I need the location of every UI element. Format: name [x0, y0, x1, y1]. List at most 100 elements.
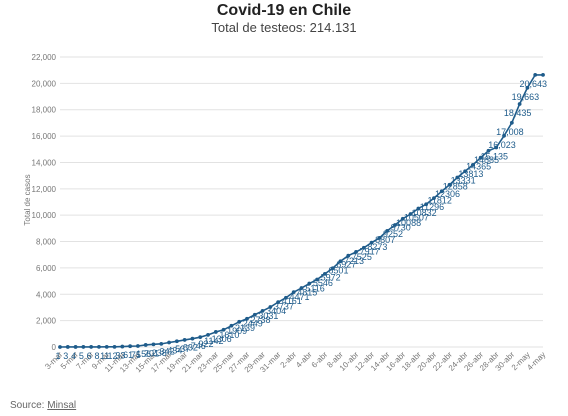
data-label: 6501	[328, 265, 348, 275]
data-point	[299, 286, 304, 290]
source-link[interactable]: Minsal	[47, 400, 77, 411]
line-chart: 02,0004,0006,0008,00010,00012,00014,0001…	[23, 53, 547, 374]
data-point	[486, 148, 491, 153]
series-line	[59, 74, 543, 348]
data-point	[525, 85, 530, 90]
data-point	[494, 145, 499, 150]
data-point	[439, 189, 444, 194]
data-label: 537	[175, 344, 190, 354]
data-point	[182, 338, 187, 342]
y-tick-label: 6,000	[36, 264, 57, 273]
x-tick-label: 6-abr	[310, 350, 330, 370]
data-point	[97, 344, 101, 349]
data-point	[221, 327, 226, 332]
data-label: 1306	[212, 334, 232, 344]
data-point	[385, 229, 390, 233]
data-label: 2449	[243, 319, 263, 329]
data-point	[338, 259, 343, 264]
data-point	[478, 155, 483, 160]
data-label: 8807	[375, 235, 395, 245]
data-point	[455, 175, 460, 180]
data-point	[167, 340, 171, 345]
data-label: 2139	[235, 323, 255, 333]
data-point	[393, 223, 397, 227]
data-point	[252, 312, 257, 317]
data-label: 156	[136, 349, 151, 359]
data-point	[377, 236, 382, 240]
data-point	[322, 271, 327, 276]
data-label: 14365	[466, 162, 491, 172]
data-point	[284, 295, 288, 300]
data-label: 201	[144, 348, 159, 358]
data-point	[159, 341, 164, 346]
data-label: 14885	[474, 155, 499, 165]
data-label: 632	[183, 343, 198, 353]
chart-title: Covid-19 en Chile	[216, 2, 352, 19]
data-label: 33	[115, 351, 125, 361]
data-point	[58, 345, 62, 349]
data-label: 342	[160, 346, 175, 356]
data-point	[432, 196, 436, 200]
data-point	[315, 277, 319, 282]
data-point	[206, 332, 210, 337]
data-point	[104, 344, 109, 349]
y-tick-label: 8,000	[36, 238, 57, 247]
data-label: 238	[152, 348, 167, 358]
data-label: 3031	[258, 311, 278, 321]
data-point	[400, 216, 405, 221]
data-point	[65, 345, 70, 349]
data-point	[470, 163, 475, 167]
data-point	[89, 345, 94, 349]
data-point	[237, 319, 242, 324]
data-point	[346, 253, 351, 258]
data-label: 5972	[321, 272, 341, 282]
data-point	[73, 345, 78, 349]
data-label: 9252	[383, 229, 403, 239]
data-point	[416, 206, 421, 211]
x-tick-label: 4-abr	[294, 350, 314, 370]
data-point	[174, 339, 179, 344]
data-label: 10507	[404, 212, 429, 222]
data-point	[307, 281, 312, 286]
data-label: 4815	[297, 288, 317, 298]
data-point	[541, 72, 545, 77]
data-label: 8	[94, 351, 99, 361]
data-label: 6927	[336, 260, 356, 270]
y-axis-label: Total de casos	[23, 174, 32, 225]
data-label: 1909	[227, 326, 247, 336]
data-point	[276, 300, 281, 305]
data-point	[260, 309, 265, 313]
data-point	[198, 335, 203, 340]
data-point	[447, 182, 452, 187]
data-label: 1610	[219, 330, 239, 340]
data-point	[229, 323, 234, 328]
data-point	[81, 345, 86, 349]
data-label: 12306	[435, 189, 460, 199]
data-label: 6	[87, 351, 92, 361]
data-label: 20,643	[519, 79, 547, 89]
grid-lines	[60, 56, 543, 348]
y-tick-label: 14,000	[32, 158, 57, 167]
source-note: Source: Minsal	[10, 400, 76, 411]
data-point	[408, 212, 413, 216]
data-point	[330, 266, 335, 271]
data-label: 3737	[274, 302, 294, 312]
data-label: 4471	[289, 292, 309, 302]
data-label: 12	[108, 351, 118, 361]
data-point	[291, 290, 296, 295]
data-label: 7213	[344, 256, 364, 266]
data-labels: 1 3 4 5 6 8 1112336175156201238342434537632746…	[55, 79, 546, 361]
data-label: 15,135	[480, 151, 508, 161]
y-tick-label: 16,000	[32, 132, 57, 141]
data-label: 13813	[458, 169, 483, 179]
data-label: 10088	[396, 218, 421, 228]
data-label: 3	[63, 351, 68, 361]
y-tick-label: 2,000	[36, 317, 57, 326]
data-label: 12858	[443, 182, 468, 192]
data-label: 4	[71, 351, 76, 361]
data-label: 9730	[391, 223, 411, 233]
data-label: 13331	[451, 175, 476, 185]
data-point	[509, 120, 514, 125]
y-tick-label: 12,000	[32, 185, 57, 194]
data-label: 5546	[313, 278, 333, 288]
